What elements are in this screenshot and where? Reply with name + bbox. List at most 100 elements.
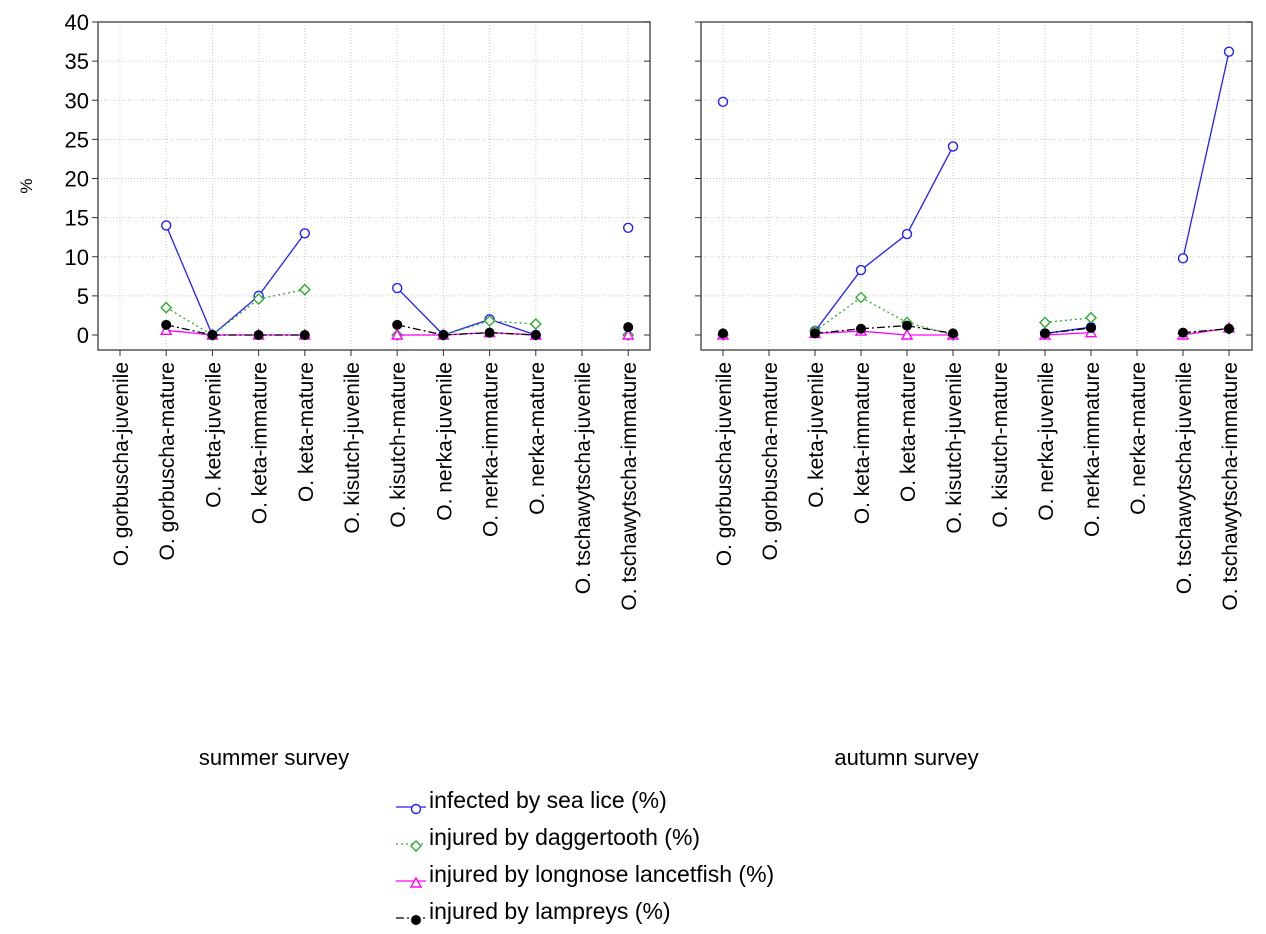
data-point [1040,328,1050,339]
y-tick-label: 15 [65,206,89,231]
series-line-segment [165,307,213,336]
y-tick-label: 25 [65,127,89,152]
x-tick-label: O. tschawytscha-juvenile [572,362,595,594]
series-line-segment [906,146,954,235]
series-line-segment [814,269,862,332]
x-tick-label: O. gorbuscha-juvenile [110,362,133,566]
legend-swatch-marker [410,803,422,815]
x-tick-label: O. gorbuscha-juvenile [713,362,736,566]
x-tick-label: O. keta-immature [249,362,272,524]
series-line-segment [860,330,908,336]
y-tick-label: 35 [65,49,89,74]
legend-item: infected by sea lice (%) [396,787,667,815]
series-line-segment [1182,328,1230,334]
x-tick-label: O. kisutch-mature [387,362,410,528]
plot-frame [700,21,1253,351]
data-point [1178,327,1188,338]
y-tick-label: 40 [65,10,89,35]
data-point [438,330,449,340]
series-line-segment [443,318,490,336]
data-point [391,328,404,340]
x-tick-label: O. tschawytscha-immature [618,362,641,611]
y-tick-label: 0 [77,323,89,348]
y-axis-label: % [17,178,36,193]
x-tick-label: O. tschawytscha-juvenile [1173,362,1196,594]
data-point [1223,46,1235,57]
data-point [252,293,265,305]
legend-item: injured by lampreys (%) [396,898,671,925]
panel-title: autumn survey [834,745,978,770]
data-point [900,328,914,340]
series-line-segment [166,329,213,336]
y-tick-label: 10 [65,245,89,270]
series-line-segment [489,318,537,336]
series-line-segment [443,332,490,336]
series-line-segment [860,296,908,324]
plot-area [98,22,650,350]
data-point [856,323,866,334]
data-point [299,330,310,340]
plot-frame [97,21,651,351]
series-line-segment [814,328,862,335]
series-line-segment [258,232,306,297]
series-line-segment [906,324,954,335]
x-tick-label: O. gorbuscha-mature [156,362,179,560]
series-line-segment [396,287,444,336]
series-line-segment [1044,327,1092,335]
data-point [947,141,959,152]
x-tick-label: O. nerka-juvenile [1035,362,1058,521]
legend: infected by sea lice (%) injured by dagge… [396,787,774,925]
x-tick-label: O. nerka-immature [480,362,503,537]
data-point [1085,311,1097,324]
chart-panel-1: 0 5 10 15 20 25 30 35 40 O. gorbuscha-juvenile O. … [65,10,651,770]
data-point [392,282,403,294]
y-tick-label: 30 [65,88,89,113]
data-point [1224,323,1234,334]
series-line-segment [165,225,213,336]
series-line-segment [443,320,490,336]
data-point [855,291,867,304]
data-point [1086,322,1096,333]
legend-item: injured by longnose lancetfish (%) [396,861,774,888]
data-point [1039,316,1051,329]
data-point [160,220,172,231]
x-tick-label: O. keta-juvenile [202,362,225,508]
data-point [948,328,958,339]
plot-area [701,22,1252,350]
data-point [810,328,820,339]
series-line-segment [1182,51,1230,259]
x-tick-label: O. keta-juvenile [805,362,828,508]
data-point [902,320,912,331]
data-point [160,301,173,314]
y-tick-label: 5 [77,284,89,309]
data-point [298,283,311,296]
x-tick-label: O. kisutch-juvenile [943,362,966,534]
data-point [855,264,867,276]
y-tick-label: 20 [65,167,89,192]
series-4 [718,320,1234,339]
data-point [207,330,218,340]
x-tick-label: O. nerka-immature [1081,362,1104,537]
data-point [1177,253,1189,264]
legend-swatch-marker [410,840,422,852]
x-tick-label: O. keta-mature [295,362,318,502]
x-tick-label: O. nerka-mature [1127,362,1150,515]
legend-label: injured by lampreys (%) [429,898,671,924]
x-tick-label: O. kisutch-mature [989,362,1012,528]
chart-panel-2: O. gorbuscha-juvenile O. gorbuscha-mature… [695,21,1253,770]
x-tick-label: O. nerka-mature [526,362,549,515]
data-point [483,314,496,327]
series-line-segment [166,324,213,336]
x-tick-label: O. keta-mature [897,362,920,502]
data-point [484,327,495,338]
data-point [718,328,728,339]
series-line-segment [397,324,444,336]
data-point [530,330,541,340]
data-point [901,228,913,240]
series-line-segment [489,332,536,336]
x-tick-label: O. keta-immature [851,362,874,524]
x-tick-label: O. tschawytscha-immature [1219,362,1242,611]
data-point [622,328,635,340]
